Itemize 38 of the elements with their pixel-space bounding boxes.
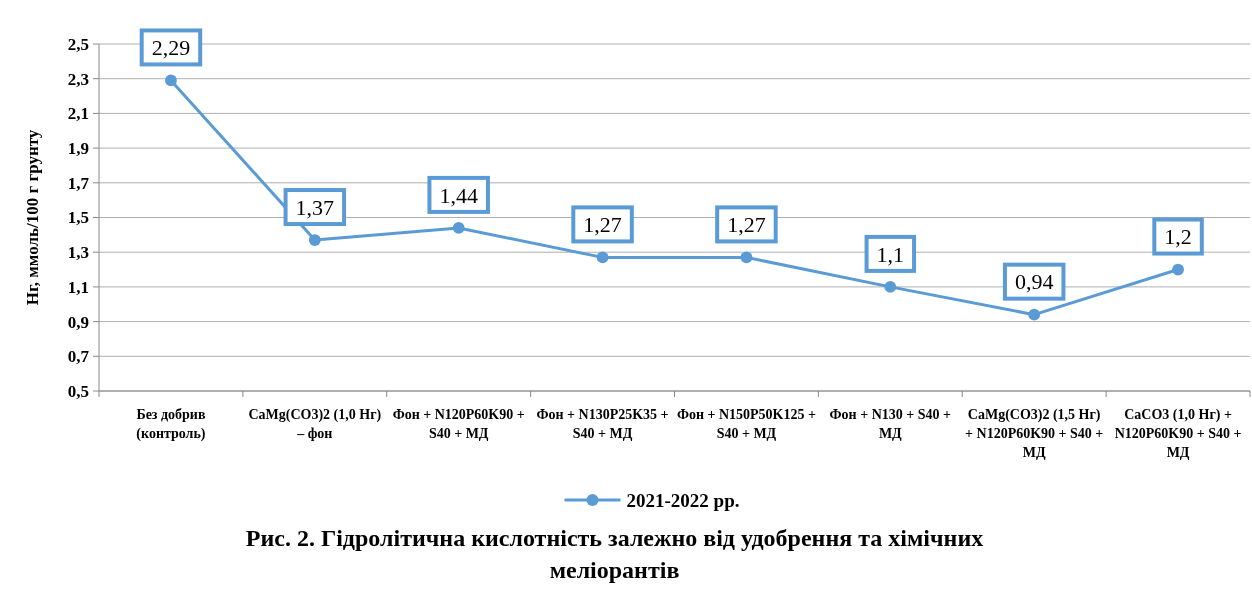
point (1172, 263, 1184, 276)
point (884, 280, 897, 293)
x-tick-label: Фон + N130P25K35 + S40 + МД (536, 407, 669, 441)
x-tick-label: CaCO3 (1,0 Нг) + N120P60K90 + S40 + МД (1114, 407, 1242, 460)
point (596, 251, 609, 264)
data-label: 1,2 (1164, 224, 1192, 250)
legend-label: 2021-2022 рр. (626, 489, 740, 511)
x-tick-label: Фон + N150P50K125 + S40 + МД (676, 407, 816, 441)
data-label: 1,37 (295, 194, 335, 220)
data-label: 1,27 (583, 212, 622, 238)
x-tick-label: CaMg(CO3)2 (1,0 Нг) – фон (248, 407, 382, 441)
data-label: 1,27 (727, 212, 766, 238)
point (1028, 308, 1041, 321)
y-tick-label: 2,3 (67, 69, 89, 89)
data-label: 1,1 (876, 241, 905, 267)
y-tick-label: 1,9 (67, 139, 89, 159)
y-tick-label: 1,5 (67, 208, 89, 228)
data-label: 2,29 (151, 35, 191, 61)
y-tick-label: 0,7 (67, 347, 90, 367)
y-tick-label: 0,5 (67, 381, 89, 401)
y-tick-label: 1,3 (67, 243, 89, 263)
x-tick-label: CaMg(CO3)2 (1,5 Нг) + N120P60K90 + S40 + МД (965, 407, 1104, 460)
y-tick-label: 2,1 (67, 104, 89, 124)
point (740, 251, 753, 264)
y-tick-label: 0,9 (67, 312, 89, 332)
x-tick-label: Фон + N120P60K90 + S40 + МД (392, 407, 525, 441)
y-tick-label: 1,1 (67, 277, 89, 297)
point (165, 74, 177, 87)
point (452, 222, 465, 234)
data-label: 0,94 (1014, 269, 1054, 295)
x-tick-label: Фон + N130 + S40 + МД (829, 407, 952, 441)
x-tick-label: Без добрив (контроль) (136, 407, 206, 442)
data-label: 1,44 (439, 182, 478, 208)
y-axis-title: Нг, ммоль/100 г грунту (23, 129, 42, 306)
point (308, 234, 321, 246)
text: Рис. 2. Гідролітична кислотність залежно від удобрення та хімічних меліорантів (245, 525, 984, 584)
y-tick-label: 1,7 (67, 173, 90, 193)
y-tick-label: 2,5 (67, 34, 89, 54)
